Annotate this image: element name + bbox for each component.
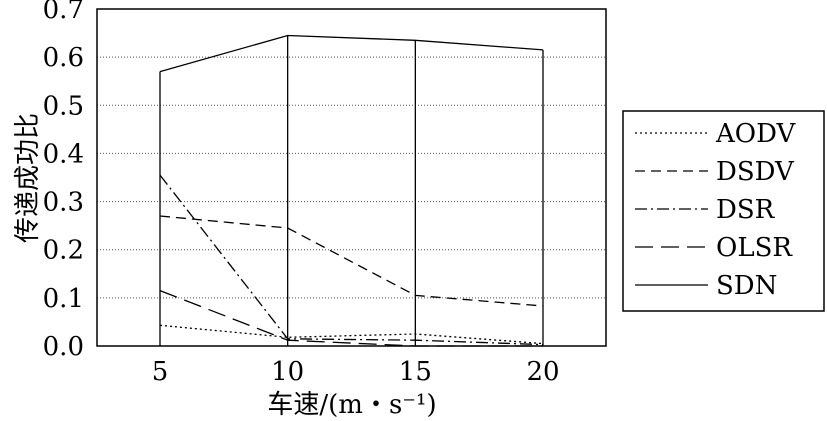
series-lines <box>159 34 544 347</box>
legend-label-dsdv: DSDV <box>716 157 795 187</box>
y-tick-0.4: 0.4 <box>43 139 84 169</box>
y-tick-0.2: 0.2 <box>43 236 84 266</box>
y-tick-labels: 0.0 0.1 0.2 0.3 0.4 0.5 0.6 0.7 <box>43 0 84 362</box>
y-tick-0.6: 0.6 <box>43 43 84 73</box>
legend-label-aodv: AODV <box>715 119 796 149</box>
x-axis-label: 车速/(m・s⁻¹) <box>267 390 436 420</box>
legend-label-olsr: OLSR <box>716 233 793 263</box>
x-tick-5: 5 <box>152 357 169 387</box>
series-line-aodv <box>159 324 544 345</box>
y-tick-0.5: 0.5 <box>43 91 84 121</box>
legend-label-dsr: DSR <box>716 195 776 225</box>
legend: AODV DSDV DSR OLSR SDN <box>622 110 825 312</box>
y-tick-0.3: 0.3 <box>43 188 84 218</box>
x-tick-10: 10 <box>271 357 304 387</box>
series-line-sdn <box>159 34 544 73</box>
grid-lines <box>97 56 606 299</box>
y-axis-label: 传递成功比 <box>13 113 43 243</box>
x-tick-labels: 5 10 15 20 <box>152 357 560 387</box>
x-tick-20: 20 <box>526 357 559 387</box>
y-tick-0.0: 0.0 <box>43 332 84 362</box>
series-line-olsr <box>159 289 543 347</box>
plot-frame <box>96 8 607 347</box>
y-tick-0.1: 0.1 <box>43 284 84 314</box>
legend-label-sdn: SDN <box>716 271 777 301</box>
x-tick-15: 15 <box>399 357 432 387</box>
series-line-dsdv <box>159 215 544 307</box>
series-line-dsr <box>159 174 544 346</box>
y-tick-0.7: 0.7 <box>43 0 84 25</box>
legend-box <box>622 110 825 312</box>
